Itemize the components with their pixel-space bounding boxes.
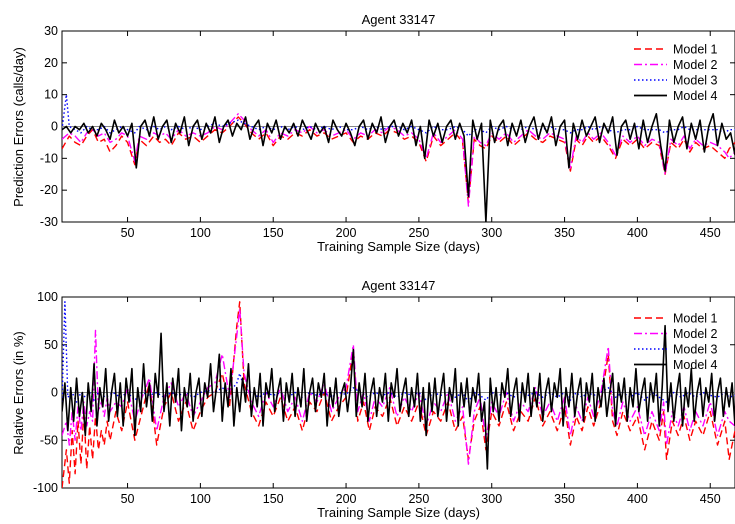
bottom-x-tick-label: 200 (336, 492, 357, 506)
top-series-line-model-1 (62, 116, 735, 204)
top-x-tick-label: 150 (263, 226, 284, 240)
top-legend-label-model-4: Model 4 (673, 89, 718, 103)
top-series-line-model-2 (62, 113, 735, 207)
bottom-y-tick-label: 50 (44, 338, 58, 352)
bottom-y-tick-label: -100 (33, 481, 58, 495)
top-y-tick-label: 30 (44, 24, 58, 38)
top-y-axis-label: Prediction Errors (calls/day) (11, 47, 26, 207)
bottom-y-axis-label: Relative Errors (in %) (11, 331, 26, 455)
bottom-x-tick-label: 400 (627, 492, 648, 506)
bottom-legend-label-model-3: Model 3 (673, 343, 718, 357)
bottom-y-tick-label: 0 (51, 386, 58, 400)
bottom-x-axis-ticks: 50 100 150 200 250 300 350 400 450 (121, 297, 721, 506)
top-x-tick-label: 200 (336, 226, 357, 240)
top-y-tick-label: 20 (44, 56, 58, 70)
bottom-chart-title: Agent 33147 (362, 278, 436, 293)
top-x-tick-label: 250 (408, 226, 429, 240)
top-legend-label-model-1: Model 1 (673, 43, 718, 57)
bottom-legend-label-model-1: Model 1 (673, 312, 718, 326)
bottom-x-tick-label: 50 (121, 492, 135, 506)
top-x-tick-label: 350 (554, 226, 575, 240)
bottom-series-line-model-4 (62, 324, 735, 470)
top-x-tick-label: 100 (190, 226, 211, 240)
top-series-group (62, 93, 735, 222)
bottom-x-axis-label: Training Sample Size (days) (317, 505, 480, 520)
top-chart-panel: Agent 33147 -30 -20 -10 0 10 20 30 50 100 150 200… (11, 12, 735, 254)
bottom-y-axis-ticks: -100 -50 0 50 100 (33, 290, 735, 495)
bottom-y-tick-label: 100 (37, 290, 58, 304)
top-legend-label-model-3: Model 3 (673, 74, 718, 88)
top-y-tick-label: 0 (51, 120, 58, 134)
top-chart-title: Agent 33147 (362, 12, 436, 27)
bottom-x-tick-label: 250 (408, 492, 429, 506)
top-x-tick-label: 50 (121, 226, 135, 240)
bottom-x-tick-label: 350 (554, 492, 575, 506)
bottom-x-tick-label: 300 (481, 492, 502, 506)
bottom-legend-label-model-2: Model 2 (673, 327, 718, 341)
bottom-x-tick-label: 150 (263, 492, 284, 506)
top-y-tick-label: -10 (40, 151, 58, 165)
top-y-tick-label: -20 (40, 183, 58, 197)
top-x-tick-label: 400 (627, 226, 648, 240)
top-y-tick-label: 10 (44, 88, 58, 102)
bottom-legend-label-model-4: Model 4 (673, 358, 718, 372)
bottom-y-tick-label: -50 (40, 433, 58, 447)
top-x-tick-label: 450 (700, 226, 721, 240)
top-legend-label-model-2: Model 2 (673, 58, 718, 72)
top-x-axis-label: Training Sample Size (days) (317, 239, 480, 254)
top-series-line-model-4 (62, 112, 735, 222)
top-x-tick-label: 300 (481, 226, 502, 240)
top-y-axis-ticks: -30 -20 -10 0 10 20 30 (40, 24, 735, 229)
top-y-tick-label: -30 (40, 215, 58, 229)
bottom-x-tick-label: 450 (700, 492, 721, 506)
top-x-axis-ticks: 50 100 150 200 250 300 350 400 450 (121, 31, 721, 240)
bottom-chart-panel: Agent 33147 -100 -50 0 50 100 50 100 150 200 250… (11, 278, 735, 520)
bottom-x-tick-label: 100 (190, 492, 211, 506)
bottom-series-group (62, 301, 735, 488)
top-series-line-model-3 (62, 93, 735, 137)
